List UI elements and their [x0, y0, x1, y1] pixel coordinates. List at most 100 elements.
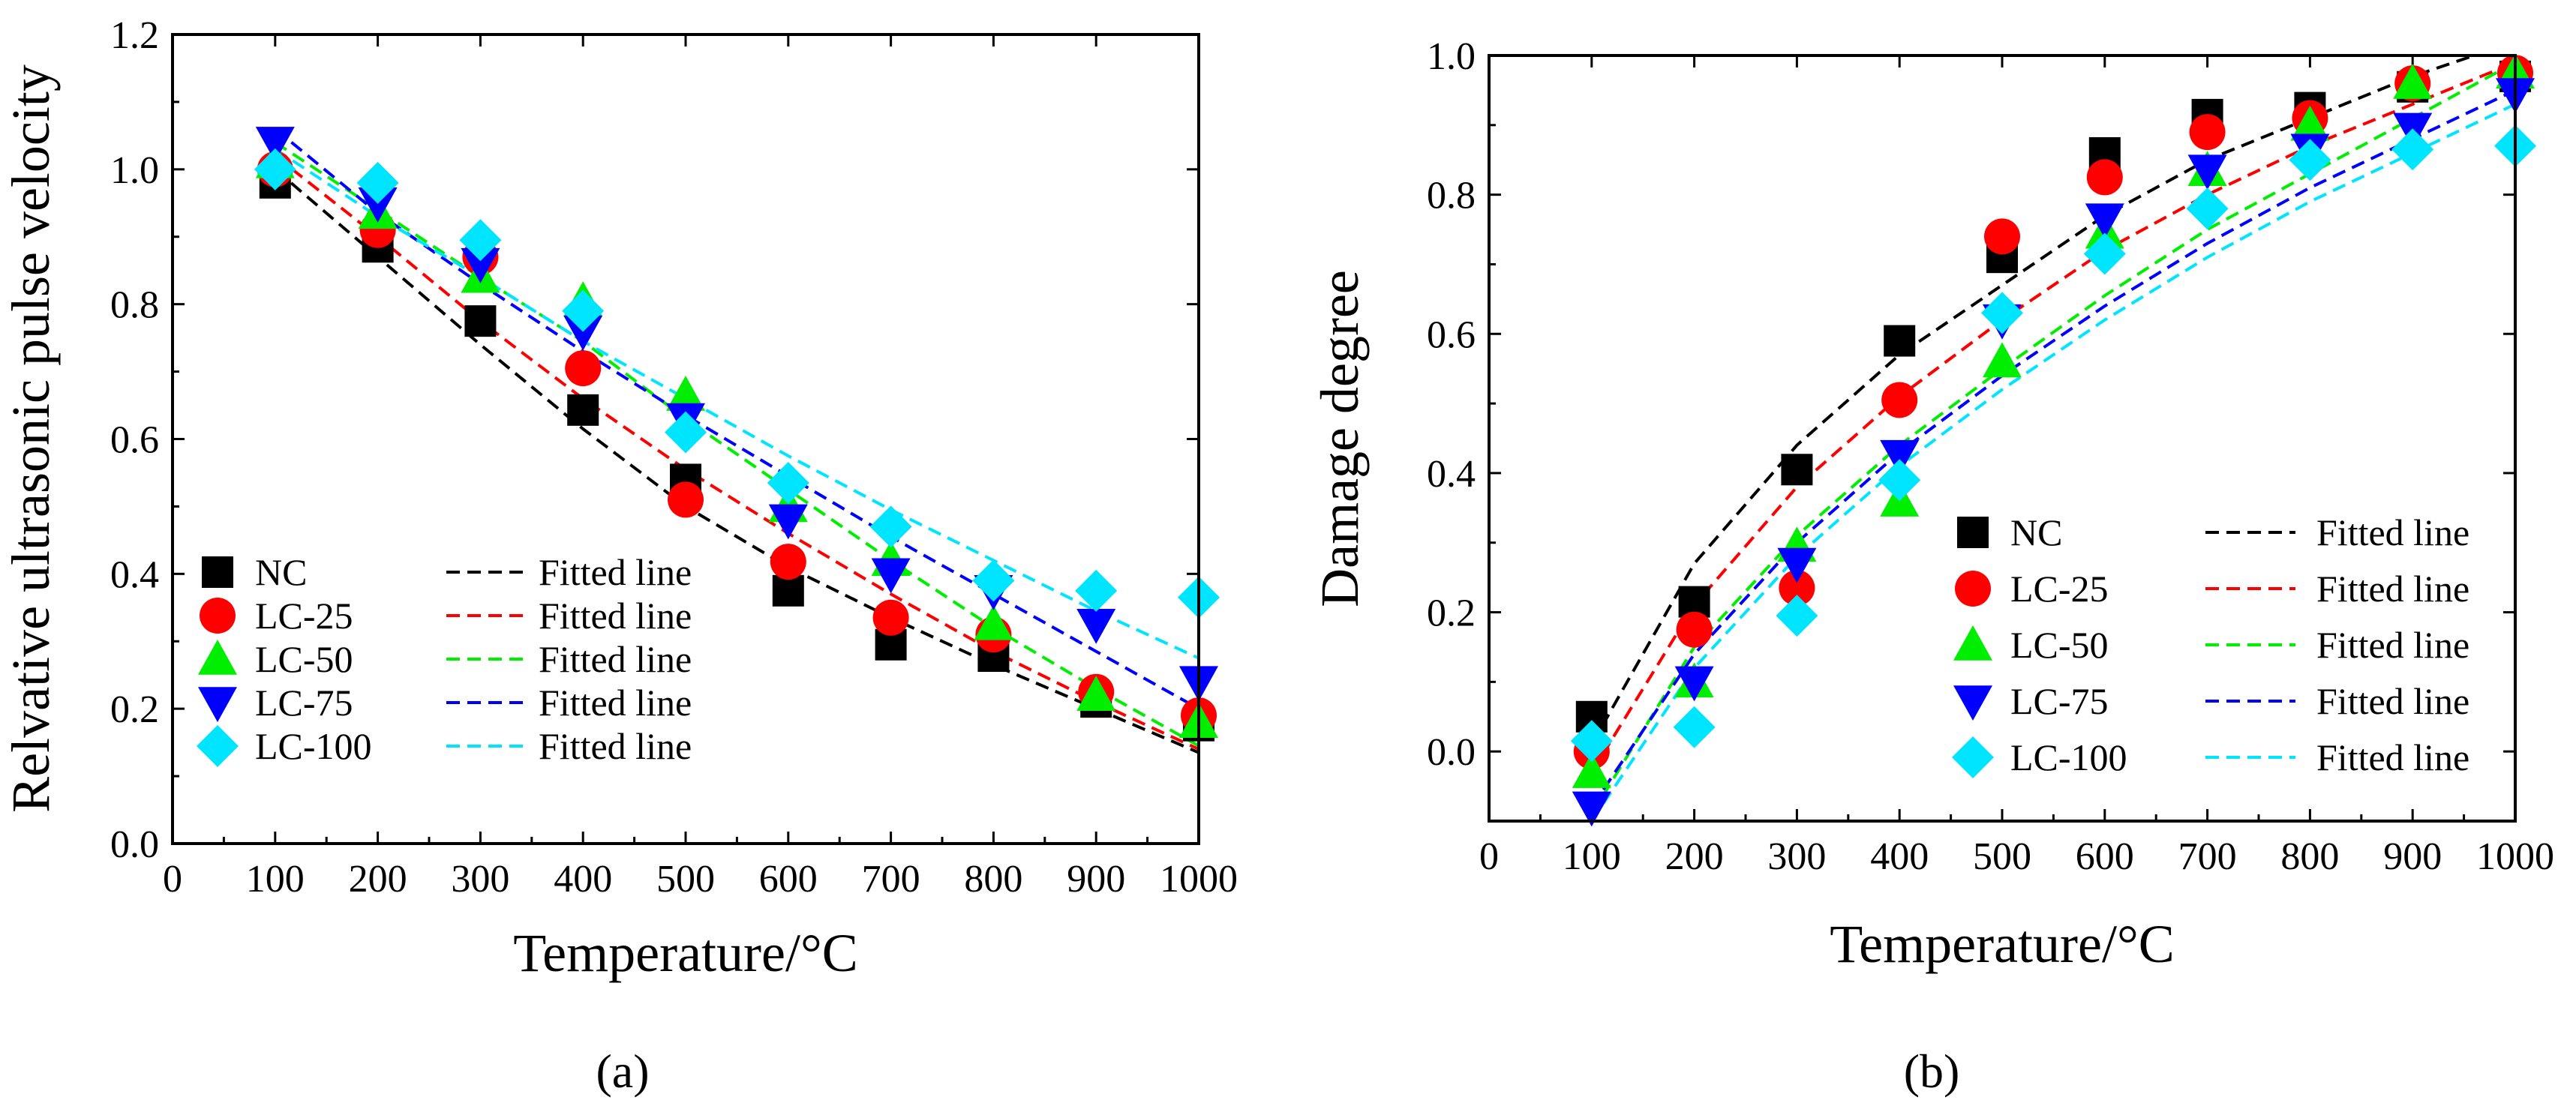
data-point: [665, 411, 707, 454]
legend-marker: [200, 598, 236, 634]
panel-a-chart: 0 100 200 300 400 500 600 700 800 900 1000 0.0 0.2 0.…: [1, 14, 1238, 983]
legend-fit-label: Fitted line: [539, 682, 692, 724]
y-tick-label: 1.0: [110, 149, 159, 192]
legend-label: LC-100: [2010, 736, 2127, 778]
x-tick-label: 0: [163, 858, 182, 901]
panel-a-label: (a): [596, 1045, 649, 1098]
legend-fit-label: Fitted line: [2316, 680, 2469, 722]
data-point: [1881, 382, 1918, 418]
data-point: [1983, 342, 2022, 378]
x-tick-label: 500: [656, 858, 715, 901]
x-tick-label: 0: [1479, 835, 1499, 878]
legend-marker: [1952, 736, 1994, 778]
y-tick-label: 0.2: [110, 688, 159, 731]
data-point: [1572, 753, 1611, 788]
fitted-line: [1590, 88, 2515, 808]
fitted-line: [1590, 61, 2515, 815]
data-point: [1570, 720, 1613, 763]
y-tick-label: 0.0: [1427, 731, 1476, 774]
legend-label: LC-50: [255, 638, 353, 680]
data-point: [1572, 791, 1611, 827]
data-point: [464, 305, 497, 337]
x-axis-title: Temperature/°C: [1830, 914, 2175, 974]
data-point: [2186, 187, 2229, 230]
x-tick-label: 400: [1870, 835, 1929, 878]
legend-label: NC: [255, 551, 307, 593]
legend-label: LC-75: [255, 682, 353, 724]
data-point: [254, 148, 296, 190]
legend-label: LC-25: [2010, 568, 2109, 610]
x-tick-label: 700: [862, 858, 920, 901]
data-point: [767, 461, 809, 504]
fitted-line: [274, 168, 1199, 754]
legend-label: LC-75: [2010, 680, 2109, 722]
x-tick-label: 700: [2178, 835, 2237, 878]
data-point: [666, 376, 705, 411]
legend-marker: [198, 687, 237, 722]
legend-marker: [197, 725, 239, 767]
fitted-line: [1590, 103, 2515, 821]
data-point: [1781, 454, 1813, 486]
data-point: [1076, 608, 1116, 644]
data-point: [1076, 676, 1116, 711]
data-point: [2289, 139, 2331, 181]
data-point: [356, 161, 399, 204]
x-tick-label: 100: [1563, 835, 1621, 878]
data-point: [1880, 439, 1920, 475]
legend-marker: [198, 640, 237, 675]
x-tick-label: 800: [964, 858, 1022, 901]
data-point: [2083, 232, 2126, 275]
data-point: [770, 544, 806, 580]
legend-marker: [1953, 625, 1992, 661]
data-point: [567, 394, 599, 426]
data-point: [1884, 325, 1916, 357]
panel-b-chart: 0 100 200 300 400 500 600 700 800 900 1000 0.0 0.2 0.…: [1310, 35, 2554, 974]
y-tick-label: 0.8: [110, 284, 159, 327]
data-point: [668, 481, 704, 518]
x-tick-label: 1000: [2476, 835, 2554, 878]
y-tick-label: 0.4: [110, 553, 159, 596]
data-point: [772, 574, 804, 607]
legend-fit-label: Fitted line: [2316, 736, 2469, 778]
fitted-line: [274, 127, 1199, 710]
data-point: [869, 505, 912, 548]
data-point: [358, 187, 398, 223]
legend-label: LC-25: [255, 595, 353, 637]
data-point: [2189, 114, 2226, 151]
data-point: [768, 504, 808, 540]
x-tick-label: 600: [2076, 835, 2134, 878]
x-tick-label: 200: [349, 858, 407, 901]
data-point: [563, 315, 603, 351]
data-point: [872, 599, 909, 636]
x-tick-label: 400: [554, 858, 612, 901]
y-tick-label: 0.8: [1427, 175, 1476, 217]
x-tick-label: 500: [1973, 835, 2031, 878]
x-tick-label: 300: [451, 858, 509, 901]
data-point: [459, 219, 502, 262]
data-point: [565, 350, 602, 387]
y-axis-title: Relvative ultrasonic pulse velocity: [1, 64, 61, 813]
legend-marker: [1955, 571, 1991, 607]
data-point: [2393, 64, 2433, 99]
legend-fit-label: Fitted line: [539, 725, 692, 767]
fitted-line: [1590, 61, 2515, 774]
data-point: [1673, 706, 1716, 748]
legend-fit-label: Fitted line: [539, 638, 692, 680]
data-point: [461, 247, 500, 283]
legend-label: LC-100: [255, 725, 372, 767]
x-axis-title: Temperature/°C: [513, 923, 858, 983]
plot-frame: [171, 33, 1200, 845]
legend-fit-label: Fitted line: [2316, 511, 2469, 553]
fitted-line: [274, 148, 1199, 660]
data-point: [2187, 154, 2227, 190]
legend-label: NC: [2010, 511, 2062, 553]
data-point: [2086, 159, 2123, 196]
legend-marker: [1957, 517, 1989, 548]
data-point: [1676, 611, 1713, 648]
y-tick-label: 0.4: [1427, 453, 1476, 496]
data-point: [562, 289, 605, 332]
x-tick-label: 800: [2280, 835, 2339, 878]
data-point: [2391, 128, 2434, 171]
x-tick-label: 300: [1767, 835, 1826, 878]
plot-frame: [1488, 54, 2517, 823]
